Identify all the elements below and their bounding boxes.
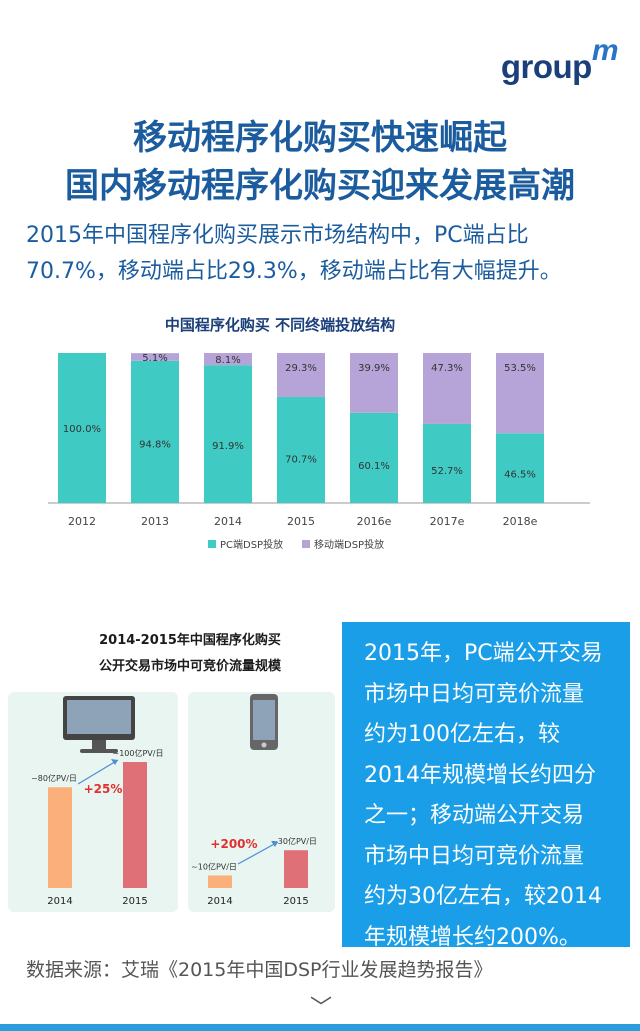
data-source: 数据来源：艾瑞《2015年中国DSP行业发展趋势报告》 (26, 959, 493, 981)
growth-label: +25% (84, 782, 123, 796)
bar-data-label: ~30亿PV/日 (271, 836, 317, 846)
chart-title: 中国程序化购买 不同终端投放结构 (165, 316, 395, 334)
note-line: 之一；移动端公开交易 (364, 803, 585, 828)
legend-swatch-pc (208, 540, 216, 548)
monitor-stand (92, 740, 106, 750)
x-tick-label: 2018e (503, 515, 538, 528)
bar-data-label: ~100亿PV/日 (113, 748, 164, 758)
bar-data-label: ~80亿PV/日 (31, 773, 77, 783)
pc-bar-segment (131, 360, 179, 503)
mobile-bar-segment (131, 353, 179, 361)
x-tick-label: 2017e (430, 515, 465, 528)
legend-label-pc: PC端DSP投放 (220, 538, 283, 551)
growth-arrowhead (271, 841, 278, 847)
x-tick-label: 2015 (283, 896, 308, 907)
note-line: 约为100亿左右，较 (364, 722, 560, 747)
traffic-bar (123, 762, 147, 888)
note-line: 市场中日均可竞价流量 (364, 681, 585, 707)
headline-line2: 国内移动程序化购买迎来发展高潮 (65, 166, 575, 206)
x-tick-label: 2014 (207, 896, 232, 907)
note-line: 市场中日均可竞价流量 (364, 843, 585, 869)
traffic-title-line2: 公开交易市场中可竞价流量规模 (98, 659, 281, 674)
groupm-logo: groupm (500, 34, 619, 85)
x-tick-label: 2015 (122, 896, 147, 907)
traffic-title-line1: 2014-2015年中国程序化购买 (99, 633, 281, 648)
summary-note-box: 2015年，PC端公开交易 市场中日均可竞价流量 约为100亿左右，较 2014年规模… (342, 622, 630, 950)
bar-data-label: 8.1% (215, 355, 240, 366)
monitor-icon (63, 696, 135, 753)
x-tick-label: 2012 (68, 515, 96, 528)
mobile-bar-segment (204, 353, 252, 366)
x-tick-label: 2013 (141, 515, 169, 528)
pc-traffic-panel: 2014 ~80亿PV/日 2015 ~100亿PV/日 +25% (8, 692, 178, 912)
traffic-bar (48, 787, 72, 888)
growth-arrowhead (111, 759, 118, 765)
bar-data-label: 100.0% (63, 424, 101, 435)
pc-bar-segment (496, 433, 544, 503)
note-line: 年规模增长约200%。 (364, 924, 581, 950)
bar-data-label: 5.1% (142, 353, 167, 364)
x-tick-label: 2015 (287, 515, 315, 528)
x-tick-label: 2014 (47, 896, 72, 907)
pc-bar-segment (423, 423, 471, 503)
intro-text: 2015年中国程序化购买展示市场结构中，PC端占比 70.7%，移动端占比29.… (26, 218, 626, 290)
bar-data-label: 39.9% (358, 363, 390, 374)
x-tick-label: 2014 (214, 515, 242, 528)
growth-label: +200% (210, 837, 257, 851)
note-line: 约为30亿左右，较2014 (364, 884, 602, 909)
headline-line1: 移动程序化购买快速崛起 (133, 118, 507, 158)
legend-swatch-mobile (302, 540, 310, 548)
mobile-bar-segment (423, 353, 471, 424)
x-tick-label: 2016e (357, 515, 392, 528)
growth-arrow (237, 841, 279, 865)
swipe-chevron-icon[interactable]: ﹀ (310, 996, 333, 1021)
mobile-bar-segment (277, 353, 325, 397)
note-line: 2015年，PC端公开交易 (364, 641, 603, 666)
bar-data-label: 46.5% (504, 470, 536, 481)
legend-label-mobile: 移动端DSP投放 (314, 538, 384, 551)
bar-data-label: ~10亿PV/日 (191, 861, 237, 871)
bar-data-label: 91.9% (212, 441, 244, 452)
smartphone-icon (250, 694, 278, 750)
bar-data-label: 60.1% (358, 461, 390, 472)
pc-bar-segment (204, 365, 252, 503)
pc-bar-segment (350, 412, 398, 503)
monitor-base (80, 749, 118, 753)
intro-line1: 2015年中国程序化购买展示市场结构中，PC端占比 (26, 223, 529, 248)
intro-line2: 70.7%，移动端占比29.3%，移动端占比有大幅提升。 (26, 259, 562, 284)
bar-data-label: 47.3% (431, 363, 463, 374)
bar-data-label: 94.8% (139, 439, 171, 450)
traffic-bar (208, 875, 232, 888)
pc-traffic-chart: 2014 ~80亿PV/日 2015 ~100亿PV/日 +25% (31, 696, 164, 907)
monitor-display (67, 700, 131, 734)
bottom-accent-bar (0, 1024, 640, 1031)
growth-arrow (77, 759, 119, 785)
phone-screen (253, 700, 275, 740)
mobile-traffic-chart: 2014 ~10亿PV/日 2015 ~30亿PV/日 +200% (191, 694, 317, 907)
traffic-bar (284, 850, 308, 888)
mobile-bar-segment (496, 353, 544, 434)
bar-data-label: 70.7% (285, 454, 317, 465)
phone-button (261, 742, 267, 748)
pc-bar-segment (277, 396, 325, 503)
terminal-structure-chart: 中国程序化购买 不同终端投放结构 100.0% 2012 94.8% 5.1% 2013 9… (48, 316, 590, 551)
pc-bar-segment (58, 353, 106, 503)
bar-data-label: 53.5% (504, 363, 536, 374)
mobile-bar-segment (350, 353, 398, 413)
note-line: 2014年规模增长约四分 (364, 762, 596, 788)
mobile-traffic-panel: 2014 ~10亿PV/日 2015 ~30亿PV/日 +200% (188, 692, 335, 912)
bar-data-label: 29.3% (285, 363, 317, 374)
bar-data-label: 52.7% (431, 466, 463, 477)
